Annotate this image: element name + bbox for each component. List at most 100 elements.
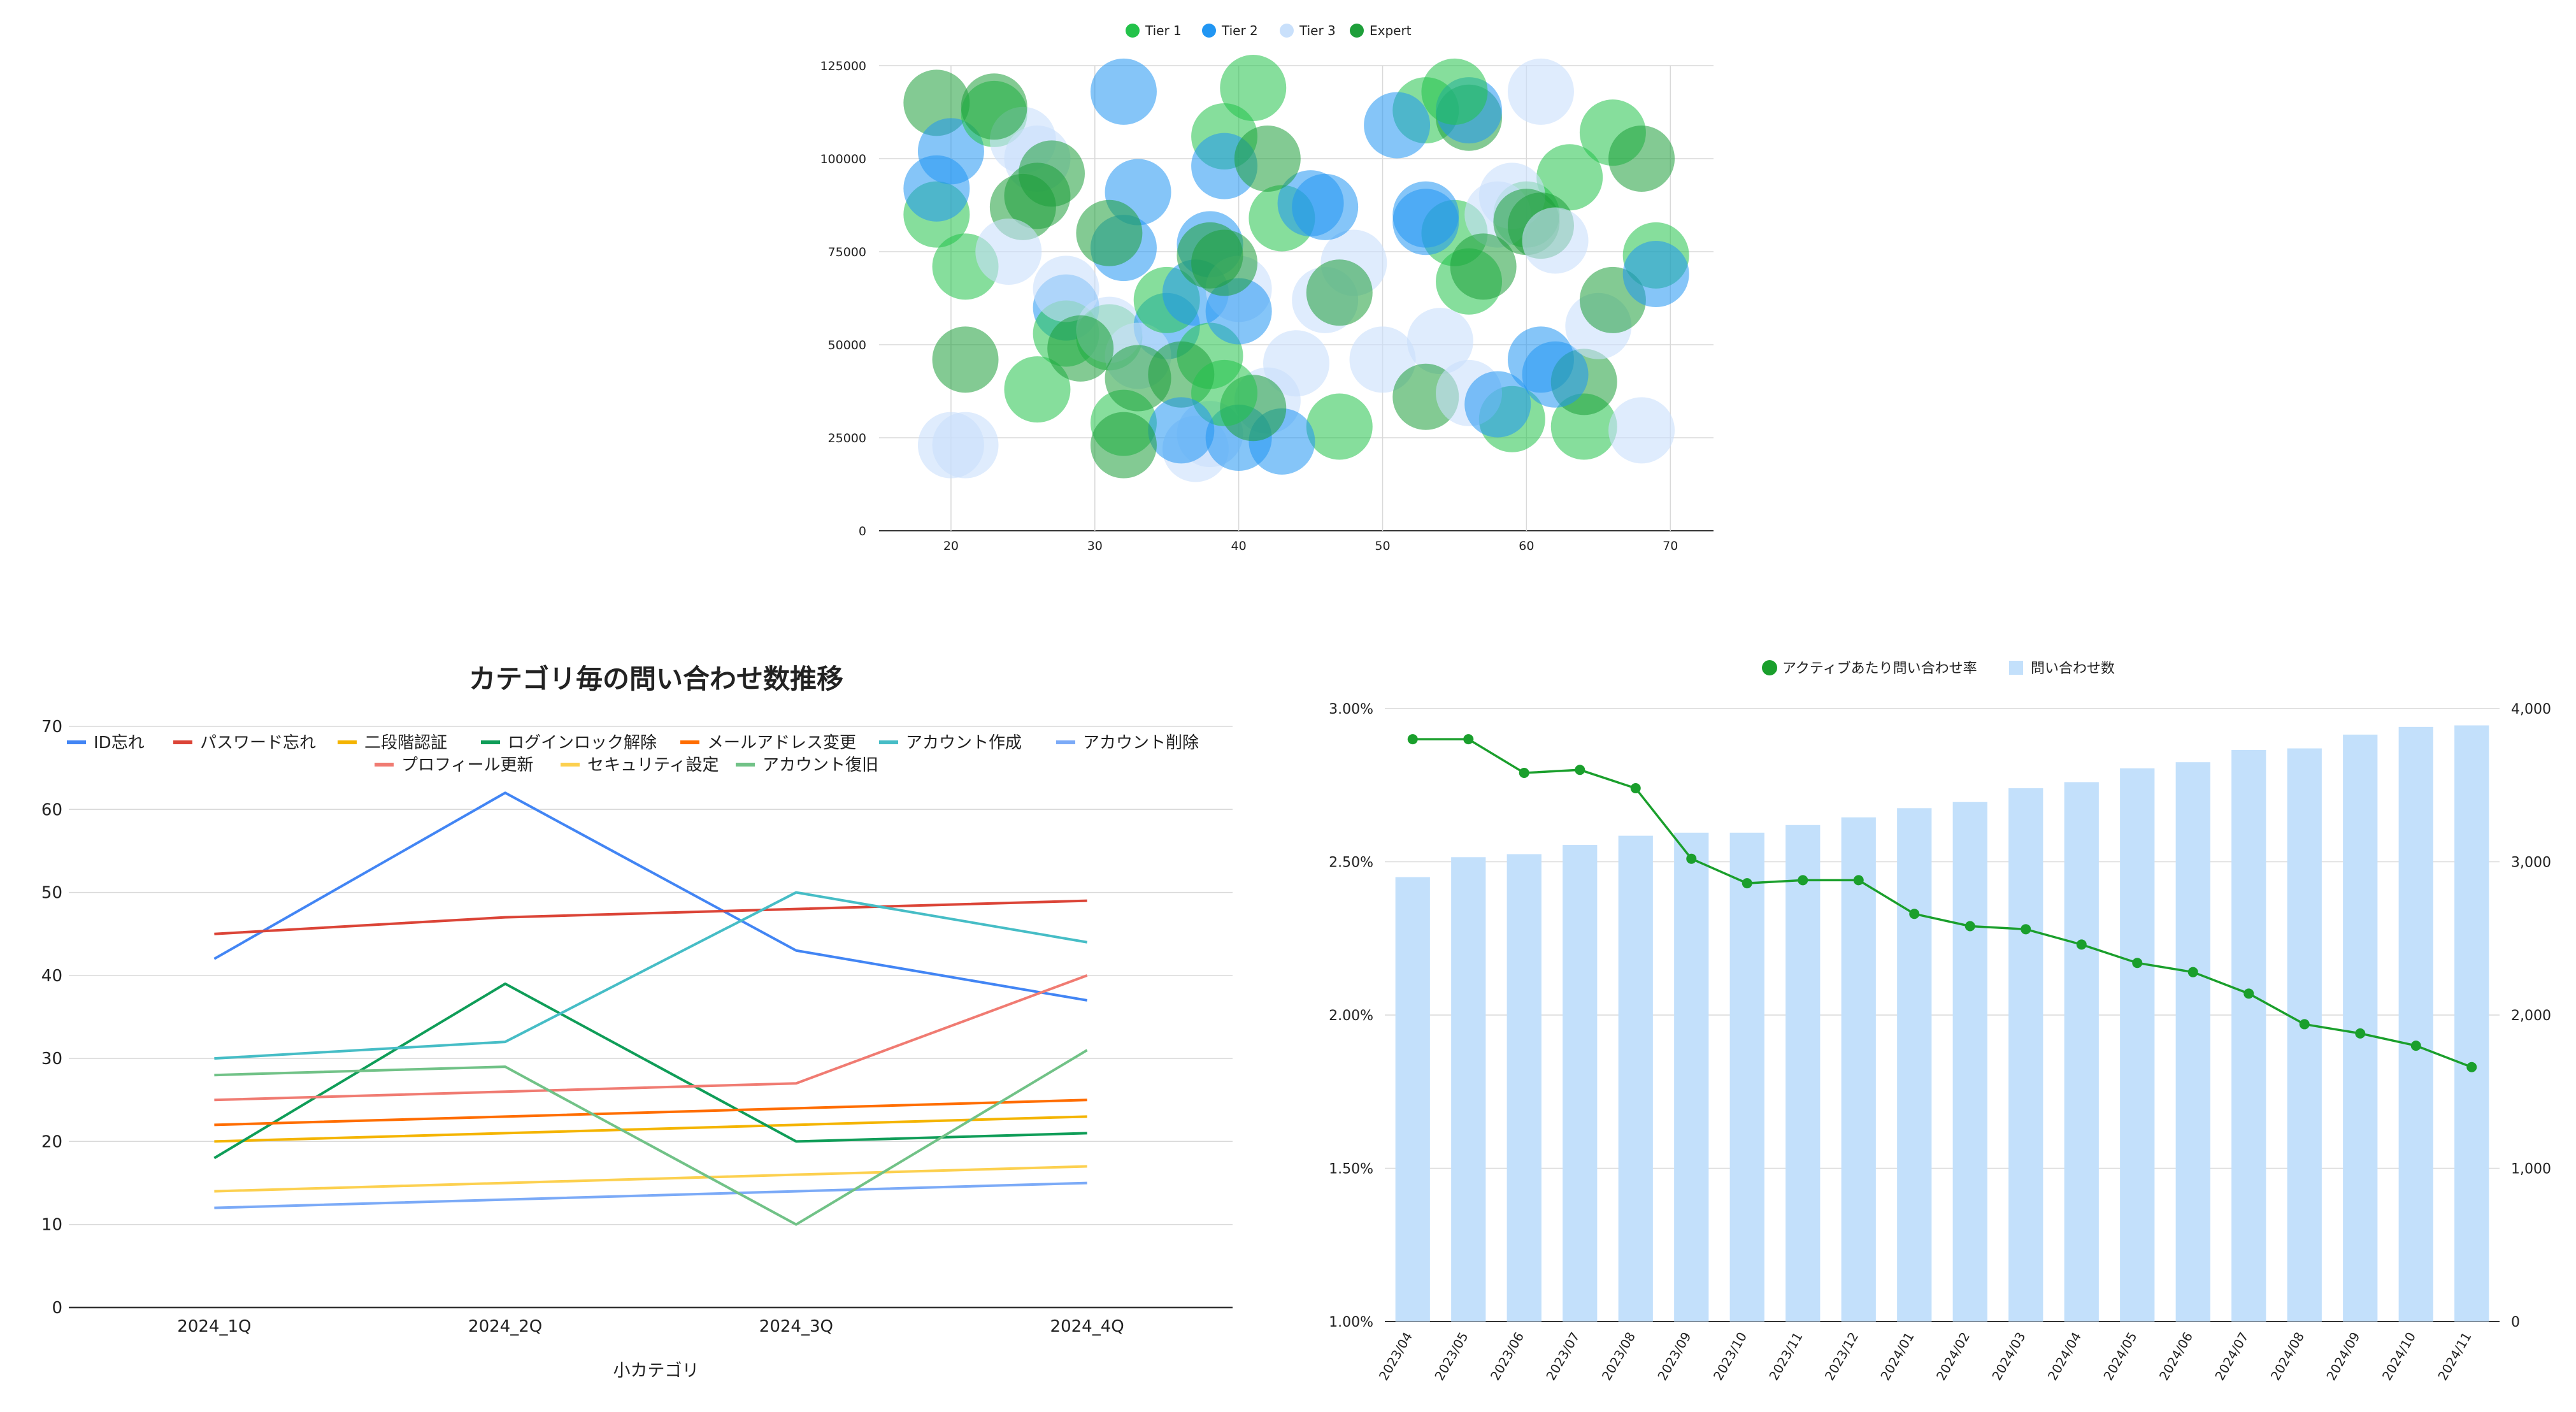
bubble-point-tier-3: [1349, 326, 1416, 393]
combo-bar: [2231, 749, 2266, 1322]
combo-bar: [1395, 877, 1430, 1322]
line-legend-label: パスワード忘れ: [200, 733, 316, 753]
bubble-legend-marker: [1126, 24, 1140, 38]
bubble-chart-plot-area: [903, 55, 1689, 482]
combo-x-tick-label: 2024/09: [2323, 1330, 2363, 1383]
combo-rate-point: [1964, 921, 1975, 932]
combo-right-tick-label: 0: [2511, 1315, 2520, 1330]
bubble-point-tier-1: [1421, 58, 1488, 125]
combo-x-tick-label: 2024/07: [2212, 1330, 2251, 1383]
combo-left-tick-label: 1.50%: [1329, 1162, 1373, 1178]
bubble-x-tick-label: 40: [1231, 539, 1247, 553]
combo-bar: [1618, 835, 1653, 1322]
bubble-point-expert: [1191, 229, 1258, 296]
combo-rate-point: [2355, 1028, 2366, 1039]
combo-x-tick-label: 2024/02: [1933, 1330, 1973, 1383]
bubble-point-tier-3: [1522, 207, 1589, 274]
line-y-tick-label: 60: [41, 800, 62, 819]
combo-bar: [2287, 748, 2322, 1322]
combo-bar: [1897, 808, 1932, 1322]
combo-bar: [1674, 832, 1709, 1322]
combo-bar: [1451, 857, 1486, 1322]
combo-x-tick-label: 2024/10: [2379, 1330, 2419, 1383]
bubble-y-tick-label: 100000: [820, 152, 866, 166]
bubble-point-tier-3: [1263, 330, 1329, 397]
line-chart-grid: [69, 726, 1233, 1309]
combo-bar-line-chart: アクティブあたり問い合わせ率 問い合わせ数 1.00% 0 1.50% 1,000 2.0…: [1329, 660, 2551, 1383]
combo-x-tick-label: 2024/04: [2045, 1330, 2084, 1383]
combo-x-tick-label: 2024/05: [2100, 1330, 2140, 1383]
combo-rate-point: [1742, 878, 1752, 889]
bubble-point-expert: [1019, 140, 1085, 207]
combo-bar: [1506, 854, 1542, 1322]
bubble-y-tick-label: 50000: [828, 338, 866, 352]
combo-x-tick-label: 2023/06: [1487, 1330, 1527, 1383]
line-legend-label: アカウント削除: [1083, 733, 1199, 753]
combo-left-tick-label: 1.00%: [1329, 1315, 1373, 1330]
combo-rate-point: [2076, 939, 2087, 950]
line-x-tick-label: 2024_3Q: [759, 1317, 833, 1336]
combo-bar: [2064, 782, 2099, 1322]
combo-chart-grid: [1385, 708, 2500, 1322]
bubble-point-tier-2: [1148, 397, 1215, 464]
category-line-chart: カテゴリ毎の問い合わせ数推移 ID忘れ パスワード忘れ 二段階認証 ログインロック解除…: [41, 663, 1233, 1381]
line-y-tick-label: 40: [41, 967, 62, 986]
line-series-0: [213, 791, 1087, 1002]
bubble-point-tier-3: [975, 219, 1042, 285]
bubble-point-tier-1: [1306, 393, 1373, 460]
line-series-4: [214, 1099, 1087, 1127]
bubble-point-expert: [1090, 412, 1157, 479]
line-chart-plot-area: [213, 791, 1088, 1226]
bubble-point-tier-2: [1392, 189, 1459, 256]
combo-rate-point: [1798, 875, 1808, 886]
bubble-point-tier-3: [1507, 58, 1574, 125]
combo-bar: [2343, 734, 2378, 1322]
combo-rate-point: [2466, 1062, 2477, 1072]
bubble-point-tier-1: [1191, 359, 1258, 426]
combo-right-tick-label: 4,000: [2511, 702, 2551, 717]
line-legend-label: メールアドレス変更: [707, 733, 856, 753]
combo-x-tick-label: 2024/01: [1877, 1330, 1917, 1383]
line-series-9: [214, 1049, 1088, 1226]
bubble-point-expert: [961, 73, 1027, 140]
bubble-point-expert: [1047, 315, 1114, 382]
bubble-legend-label: Tier 1: [1145, 23, 1182, 38]
combo-rate-point: [1909, 909, 1920, 919]
line-y-tick-label: 70: [41, 717, 62, 737]
combo-x-tick-label: 2024/03: [1989, 1330, 2028, 1383]
bubble-point-tier-1: [1220, 55, 1287, 122]
line-y-tick-label: 10: [41, 1216, 62, 1235]
bubble-point-tier-2: [1522, 341, 1589, 408]
bubble-y-tick-label: 125000: [820, 59, 866, 73]
line-y-tick-label: 0: [52, 1299, 62, 1318]
line-chart-title: カテゴリ毎の問い合わせ数推移: [469, 663, 843, 695]
bubble-point-expert: [1234, 126, 1301, 192]
combo-x-tick-label: 2023/04: [1376, 1330, 1415, 1383]
combo-rate-point: [2132, 958, 2143, 969]
bubble-legend-marker: [1280, 24, 1294, 38]
bubble-point-tier-3: [1033, 256, 1099, 322]
combo-left-tick-label: 2.00%: [1329, 1008, 1373, 1024]
combo-bar: [2120, 768, 2155, 1322]
combo-x-tick-label: 2023/11: [1766, 1330, 1805, 1383]
bubble-point-tier-3: [1406, 308, 1473, 375]
bubble-x-tick-label: 20: [943, 539, 959, 553]
combo-rate-point: [2243, 988, 2254, 999]
combo-rate-point: [1686, 853, 1697, 864]
bubble-legend-label: Tier 2: [1221, 23, 1258, 38]
bubble-point-tier-2: [1464, 371, 1531, 438]
bubble-point-tier-1: [1004, 356, 1071, 423]
bubble-x-tick-label: 70: [1663, 539, 1678, 553]
combo-left-tick-label: 3.00%: [1329, 702, 1373, 717]
combo-rate-point: [1463, 734, 1474, 745]
line-series-6: [214, 1181, 1087, 1209]
combo-chart-bars: [1395, 725, 2489, 1322]
combo-x-tick-label: 2023/05: [1431, 1330, 1471, 1383]
combo-chart-legend: アクティブあたり問い合わせ率 問い合わせ数: [1762, 660, 2115, 677]
line-chart-x-axis-title: 小カテゴリ: [613, 1361, 699, 1381]
bubble-legend-marker: [1350, 24, 1364, 38]
bubble-point-tier-2: [1622, 241, 1689, 308]
line-legend-label: アカウント作成: [906, 733, 1022, 753]
bubble-point-tier-2: [1364, 92, 1431, 159]
combo-x-tick-label: 2024/11: [2435, 1330, 2474, 1383]
